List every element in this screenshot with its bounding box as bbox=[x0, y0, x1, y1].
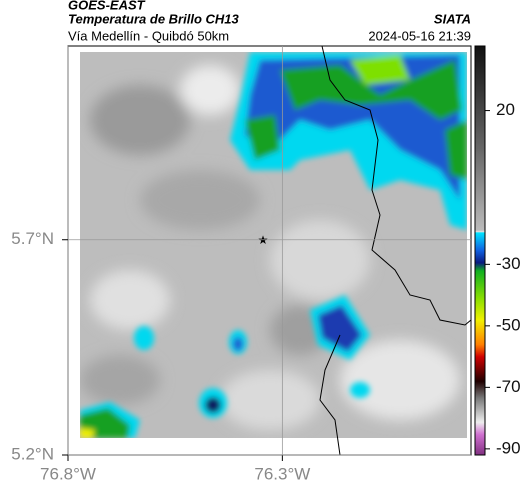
border bbox=[319, 45, 472, 456]
y-tick-label: 5.2°N bbox=[11, 444, 54, 463]
y-tick-label: 5.7°N bbox=[11, 229, 54, 248]
product: Temperatura de Brillo CH13 bbox=[68, 11, 240, 26]
colorbar-label: -90 bbox=[496, 438, 521, 457]
imagery bbox=[80, 52, 467, 438]
satellite: GOES-EAST bbox=[68, 0, 146, 12]
colorbar-label: -30 bbox=[496, 254, 521, 273]
datetime: 2024-05-16 21:39 bbox=[368, 28, 471, 43]
colorbar-label: 20 bbox=[496, 100, 515, 119]
colorbar bbox=[474, 45, 486, 456]
colorbar-label: -70 bbox=[496, 377, 521, 396]
source: SIATA bbox=[434, 11, 471, 26]
region: Vía Medellín - Quibdó 50km bbox=[68, 28, 229, 43]
colorbar-label: -50 bbox=[496, 315, 521, 334]
city-marker: ★ bbox=[258, 233, 269, 247]
x-tick-label: 76.8°W bbox=[40, 464, 96, 483]
x-tick-label: 76.3°W bbox=[254, 464, 310, 483]
